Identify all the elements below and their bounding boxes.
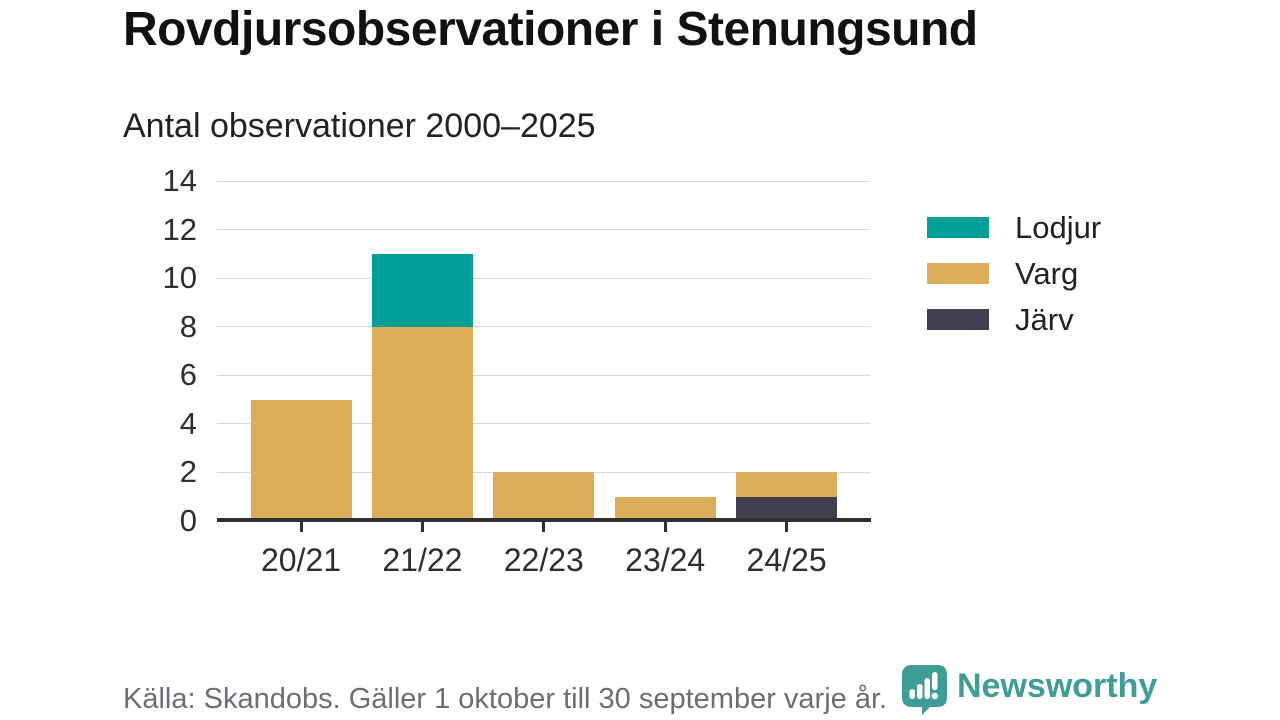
y-tick-label: 6 — [179, 357, 197, 393]
source-note: Källa: Skandobs. Gäller 1 oktober till 3… — [123, 683, 888, 715]
gridline — [217, 326, 870, 328]
gridline — [217, 229, 870, 231]
brand-name: Newsworthy — [957, 667, 1158, 705]
x-tick — [420, 521, 424, 532]
legend-item-varg: Varg — [927, 256, 1101, 291]
legend-swatch — [927, 309, 989, 330]
bar-segment-varg — [493, 472, 595, 521]
x-axis-line — [217, 517, 871, 522]
bar-segment-varg — [371, 326, 473, 521]
x-tick-label: 23/24 — [625, 542, 706, 578]
bar-segment-varg — [250, 399, 352, 521]
legend-swatch — [927, 217, 989, 238]
gridline — [217, 423, 870, 425]
x-tick — [299, 521, 303, 532]
chart-title: Rovdjursobservationer i Stenungsund — [123, 3, 978, 56]
x-tick — [785, 521, 789, 532]
brand-logo: Newsworthy — [901, 664, 1157, 716]
x-tick-label: 20/21 — [260, 542, 342, 578]
y-tick-label: 0 — [179, 503, 197, 538]
y-tick-label: 4 — [179, 405, 197, 441]
x-tick-label: 22/23 — [503, 542, 584, 578]
bar-segment-lodjur — [371, 253, 473, 327]
x-tick-label: 21/22 — [382, 542, 463, 578]
y-tick-label: 2 — [179, 454, 197, 490]
y-tick-label: 10 — [162, 260, 197, 296]
x-tick — [542, 521, 546, 532]
legend: Lodjur Varg Järv — [927, 210, 1102, 355]
bar-segment-varg — [614, 496, 716, 521]
bar-segment-järv — [736, 496, 838, 521]
legend-label: Järv — [1015, 302, 1074, 337]
x-tick — [663, 521, 667, 532]
y-tick-label: 14 — [162, 163, 197, 198]
legend-item-järv: Järv — [927, 302, 1101, 337]
y-tick-label: 8 — [179, 308, 197, 344]
gridline — [217, 374, 870, 376]
legend-label: Lodjur — [1015, 210, 1102, 245]
legend-item-lodjur: Lodjur — [927, 210, 1102, 245]
y-tick-label: 12 — [162, 211, 197, 247]
gridline — [217, 277, 870, 279]
gridline — [217, 180, 870, 182]
bar-segment-varg — [736, 472, 838, 497]
legend-swatch — [927, 263, 989, 284]
newsworthy-pin-icon — [902, 665, 947, 715]
chart-subtitle: Antal observationer 2000–2025 — [123, 107, 596, 145]
legend-label: Varg — [1015, 256, 1079, 291]
x-tick-label: 24/25 — [746, 542, 827, 578]
